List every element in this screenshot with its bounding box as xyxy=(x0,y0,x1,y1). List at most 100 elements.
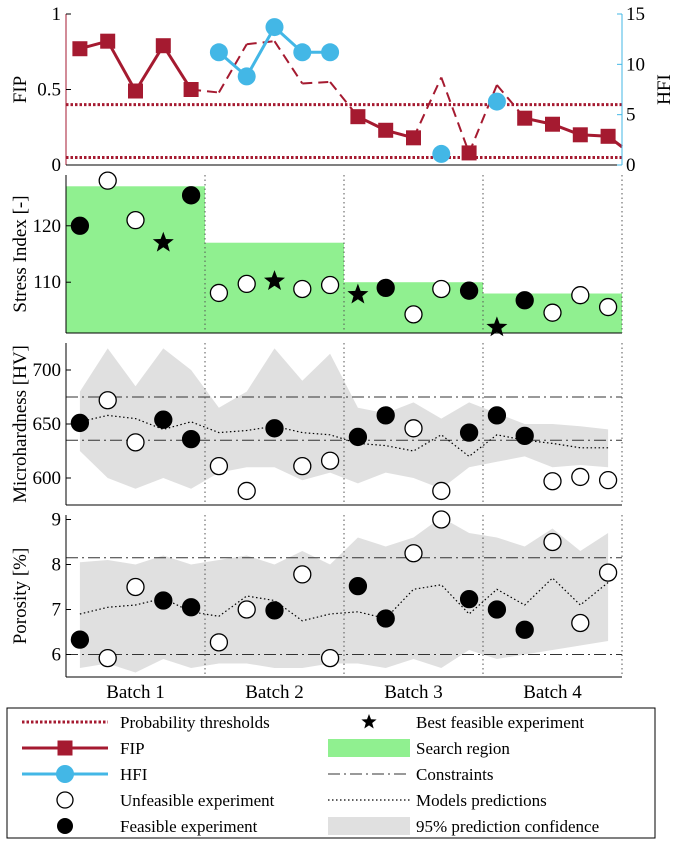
porosity-feasible-marker xyxy=(348,576,368,596)
fip-marker xyxy=(461,145,477,161)
microhardness-unfeasible-marker xyxy=(293,456,312,476)
stress-unfeasible-marker xyxy=(237,274,256,294)
stress-feasible-marker xyxy=(459,281,479,300)
microhardness-tick-label: 600 xyxy=(33,468,62,489)
stress-best-marker xyxy=(264,270,285,290)
hfi-marker xyxy=(237,67,256,86)
fip-marker xyxy=(600,128,616,144)
fip-line-segment xyxy=(273,40,304,85)
hfi-right-tick-label: 0 xyxy=(626,155,636,176)
microhardness-feasible-marker xyxy=(515,426,534,446)
porosity-unfeasible-marker xyxy=(543,532,562,552)
hfi-right-tick-label: 10 xyxy=(626,54,645,75)
microhardness-feasible-marker xyxy=(181,429,201,449)
hfi-marker xyxy=(432,144,451,163)
fip-line-segment xyxy=(246,40,275,46)
fip-marker xyxy=(406,130,421,146)
microhardness-feasible-marker xyxy=(348,427,368,447)
fip-line-segment xyxy=(218,43,248,94)
legend-label: Probability thresholds xyxy=(120,713,270,732)
legend-label: Search region xyxy=(416,739,510,758)
stress-tick-label: 110 xyxy=(33,272,61,293)
legend-label: Feasible experiment xyxy=(120,817,258,836)
porosity-tick-label: 9 xyxy=(52,510,62,531)
microhardness-unfeasible-marker xyxy=(404,419,423,438)
hfi-right-tick-label: 5 xyxy=(626,105,636,126)
porosity-unfeasible-marker xyxy=(293,565,312,584)
fip-marker xyxy=(183,82,199,97)
legend-unfeasible-marker xyxy=(56,791,74,809)
porosity-unfeasible-marker xyxy=(126,577,145,597)
microhardness-unfeasible-marker xyxy=(432,481,451,501)
legend-label: HFI xyxy=(120,765,148,784)
stress-unfeasible-marker xyxy=(293,279,312,299)
porosity-unfeasible-marker xyxy=(598,563,618,582)
porosity-feasible-marker xyxy=(487,600,507,619)
batch-label: Batch 1 xyxy=(106,682,165,703)
porosity-feasible-marker xyxy=(459,590,479,609)
fip-line-segment xyxy=(468,84,498,154)
microhardness-unfeasible-marker xyxy=(209,456,229,476)
porosity-unfeasible-marker xyxy=(432,510,451,529)
search-region xyxy=(66,186,205,333)
microhardness-feasible-marker xyxy=(376,406,395,425)
porosity-unfeasible-marker xyxy=(237,600,256,619)
hfi-right-tick-label: 15 xyxy=(626,4,645,25)
legend-feasible-marker xyxy=(57,818,73,834)
microhardness-axis-label: Microhardness [HV] xyxy=(10,345,31,503)
porosity-feasible-marker xyxy=(181,598,201,617)
fip-tick-label: 1 xyxy=(52,4,62,25)
fip-marker xyxy=(155,38,171,54)
stress-feasible-marker xyxy=(70,216,90,235)
stress-unfeasible-marker xyxy=(209,283,229,303)
microhardness-feasible-marker xyxy=(487,406,507,425)
legend-label: Models predictions xyxy=(416,791,547,810)
fip-line-segment xyxy=(106,40,137,92)
fip-marker xyxy=(72,41,88,57)
microhardness-confidence-band xyxy=(79,348,609,489)
microhardness-unfeasible-marker xyxy=(543,472,562,491)
fip-marker xyxy=(378,122,394,138)
fip-marker xyxy=(517,110,533,126)
stress-best-marker xyxy=(486,316,508,337)
batch-label: Batch 2 xyxy=(245,682,304,703)
legend-label: Unfeasible experiment xyxy=(120,791,275,810)
porosity-feasible-marker xyxy=(515,620,534,639)
legend-label: FIP xyxy=(120,739,145,758)
hfi-marker xyxy=(265,18,284,37)
microhardness-unfeasible-marker xyxy=(98,391,117,410)
legend-label: 95% prediction confidence xyxy=(416,817,599,836)
microhardness-feasible-marker xyxy=(265,419,284,438)
stress-unfeasible-marker xyxy=(571,286,590,305)
fip-tick-label: 0 xyxy=(52,155,62,176)
legend-confidence-symbol xyxy=(328,817,410,835)
fip-marker xyxy=(350,109,366,125)
porosity-tick-label: 7 xyxy=(52,600,62,621)
stress-feasible-marker xyxy=(515,291,534,310)
hfi-marker xyxy=(321,43,340,62)
microhardness-unfeasible-marker xyxy=(126,433,145,452)
hfi-marker xyxy=(209,43,228,62)
fip-marker xyxy=(128,83,143,99)
legend-search-region-symbol xyxy=(328,739,410,757)
porosity-tick-label: 6 xyxy=(52,645,62,666)
legend-best-marker xyxy=(361,714,377,729)
stress-unfeasible-marker xyxy=(320,275,340,295)
microhardness-feasible-marker xyxy=(70,413,90,433)
microhardness-unfeasible-marker xyxy=(571,467,590,487)
fip-marker xyxy=(100,33,116,49)
microhardness-unfeasible-marker xyxy=(598,471,618,490)
search-region xyxy=(205,242,344,333)
microhardness-tick-label: 650 xyxy=(33,414,62,435)
microhardness-tick-label: 700 xyxy=(33,360,62,381)
fip-line-segment xyxy=(302,80,331,85)
stress-unfeasible-marker xyxy=(404,305,423,324)
hfi-axis-label: HFI xyxy=(654,74,675,105)
fip-marker xyxy=(545,116,560,132)
stress-axis-label: Stress Index [-] xyxy=(10,195,31,312)
fip-line-segment xyxy=(440,77,471,154)
hfi-marker xyxy=(293,43,312,62)
stress-best-marker xyxy=(347,283,369,304)
porosity-unfeasible-marker xyxy=(320,648,340,668)
